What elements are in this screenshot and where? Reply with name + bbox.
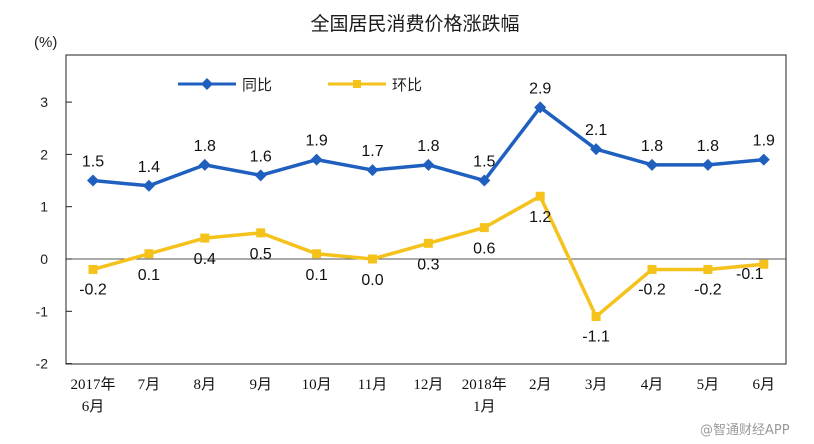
x-tick-label: 7月 bbox=[138, 377, 161, 393]
x-tick-label: 8月 bbox=[194, 377, 217, 393]
y-tick-label: -1 bbox=[36, 303, 49, 319]
legend-item-tongbi: 同比 bbox=[178, 76, 272, 94]
data-label-tongbi: 1.8 bbox=[417, 138, 439, 155]
data-label-tongbi: 1.8 bbox=[697, 138, 719, 155]
data-point-huanbi bbox=[479, 223, 489, 233]
legend-marker-tongbi bbox=[201, 78, 213, 90]
x-tick-label: 2月 bbox=[529, 377, 552, 393]
chart-title: 全国居民消费价格涨跌幅 bbox=[310, 13, 519, 35]
y-axis-ticks: -2 -1 0 1 2 3 bbox=[36, 94, 72, 372]
x-tick-label-second-line: 6月 bbox=[82, 399, 105, 415]
data-label-tongbi: 1.6 bbox=[250, 148, 272, 165]
data-point-tongbi bbox=[701, 158, 714, 171]
legend-label-huanbi: 环比 bbox=[392, 76, 422, 94]
data-label-huanbi: 0.1 bbox=[138, 267, 160, 284]
data-point-huanbi bbox=[703, 264, 713, 274]
data-point-tongbi bbox=[198, 158, 211, 171]
data-label-huanbi: -0.2 bbox=[638, 281, 666, 298]
legend: 同比 环比 bbox=[178, 76, 422, 94]
legend-marker-huanbi bbox=[353, 80, 361, 88]
data-point-tongbi bbox=[590, 143, 603, 156]
data-label-huanbi: -0.1 bbox=[736, 266, 764, 283]
watermark: @智通财经APP bbox=[700, 423, 790, 438]
x-tick-label: 6月 bbox=[753, 377, 776, 393]
data-point-tongbi bbox=[534, 101, 547, 114]
data-point-huanbi bbox=[647, 264, 657, 274]
x-tick-label: 9月 bbox=[249, 377, 272, 393]
y-tick-label: -2 bbox=[36, 356, 49, 372]
data-label-huanbi: 0.3 bbox=[417, 256, 439, 273]
x-tick-label: 3月 bbox=[585, 377, 608, 393]
data-label-tongbi: 1.5 bbox=[82, 154, 104, 171]
data-label-tongbi: 1.9 bbox=[753, 133, 775, 150]
data-label-tongbi: 1.8 bbox=[194, 138, 216, 155]
data-label-huanbi: -1.1 bbox=[582, 329, 610, 346]
data-point-tongbi bbox=[142, 179, 155, 192]
data-label-huanbi: 0.0 bbox=[361, 272, 383, 289]
x-tick-label: 2017年 bbox=[70, 376, 115, 393]
x-tick-label: 10月 bbox=[302, 377, 332, 393]
data-label-huanbi: 0.4 bbox=[194, 251, 216, 268]
data-label-huanbi: 0.1 bbox=[305, 267, 327, 284]
data-point-huanbi bbox=[535, 191, 545, 201]
x-tick-label-second-line: 1月 bbox=[473, 399, 496, 415]
data-point-huanbi bbox=[88, 264, 98, 274]
data-label-tongbi: 1.8 bbox=[641, 138, 663, 155]
data-label-tongbi: 2.1 bbox=[585, 122, 607, 139]
data-label-tongbi: 2.9 bbox=[529, 80, 551, 97]
y-axis-unit: (%) bbox=[34, 34, 57, 51]
data-point-huanbi bbox=[368, 254, 377, 264]
data-label-huanbi: 0.6 bbox=[473, 241, 495, 258]
data-point-tongbi bbox=[757, 153, 770, 166]
data-point-huanbi bbox=[423, 238, 433, 248]
plot-frame bbox=[65, 54, 787, 365]
data-point-tongbi bbox=[366, 164, 379, 177]
data-label-huanbi: 1.2 bbox=[529, 209, 551, 226]
data-point-huanbi bbox=[144, 249, 154, 259]
data-label-huanbi: -0.2 bbox=[694, 281, 722, 298]
data-point-huanbi bbox=[256, 228, 266, 238]
data-point-huanbi bbox=[759, 259, 769, 269]
x-tick-label: 12月 bbox=[413, 377, 443, 393]
legend-label-tongbi: 同比 bbox=[242, 76, 272, 94]
data-label-tongbi: 1.9 bbox=[305, 133, 327, 150]
data-point-tongbi bbox=[646, 158, 658, 171]
y-tick-label: 0 bbox=[40, 251, 48, 267]
data-label-tongbi: 1.7 bbox=[361, 143, 383, 160]
data-point-tongbi bbox=[87, 174, 99, 187]
data-point-huanbi bbox=[591, 312, 601, 322]
data-point-tongbi bbox=[422, 158, 435, 171]
x-tick-label: 4月 bbox=[641, 377, 664, 393]
data-point-tongbi bbox=[254, 169, 267, 182]
data-point-tongbi bbox=[310, 153, 323, 166]
data-label-huanbi: 0.5 bbox=[250, 246, 272, 263]
data-point-huanbi bbox=[200, 233, 210, 243]
x-axis-ticks: 2017年 6月 7月 8月 9月 10月 11月 12月 2018年 1月 2月 3月 4月 5月 6月 bbox=[70, 376, 775, 415]
data-point-huanbi bbox=[312, 249, 322, 259]
y-tick-label: 3 bbox=[40, 94, 48, 110]
x-tick-label: 5月 bbox=[697, 377, 720, 393]
data-label-huanbi: -0.2 bbox=[79, 281, 107, 298]
series-layer: 1.5 1.4 1.8 1.6 1.9 1.7 1.8 1.5 2.9 2.1 1.8 1.8 1.9 -… bbox=[79, 80, 775, 345]
legend-item-huanbi: 环比 bbox=[328, 76, 422, 94]
x-tick-label: 11月 bbox=[358, 377, 387, 393]
data-point-tongbi bbox=[478, 174, 491, 187]
x-tick-label: 2018年 bbox=[462, 376, 507, 393]
y-tick-label: 2 bbox=[40, 146, 48, 162]
data-label-tongbi: 1.5 bbox=[473, 154, 495, 171]
data-label-tongbi: 1.4 bbox=[138, 159, 160, 176]
y-tick-label: 1 bbox=[40, 199, 48, 215]
